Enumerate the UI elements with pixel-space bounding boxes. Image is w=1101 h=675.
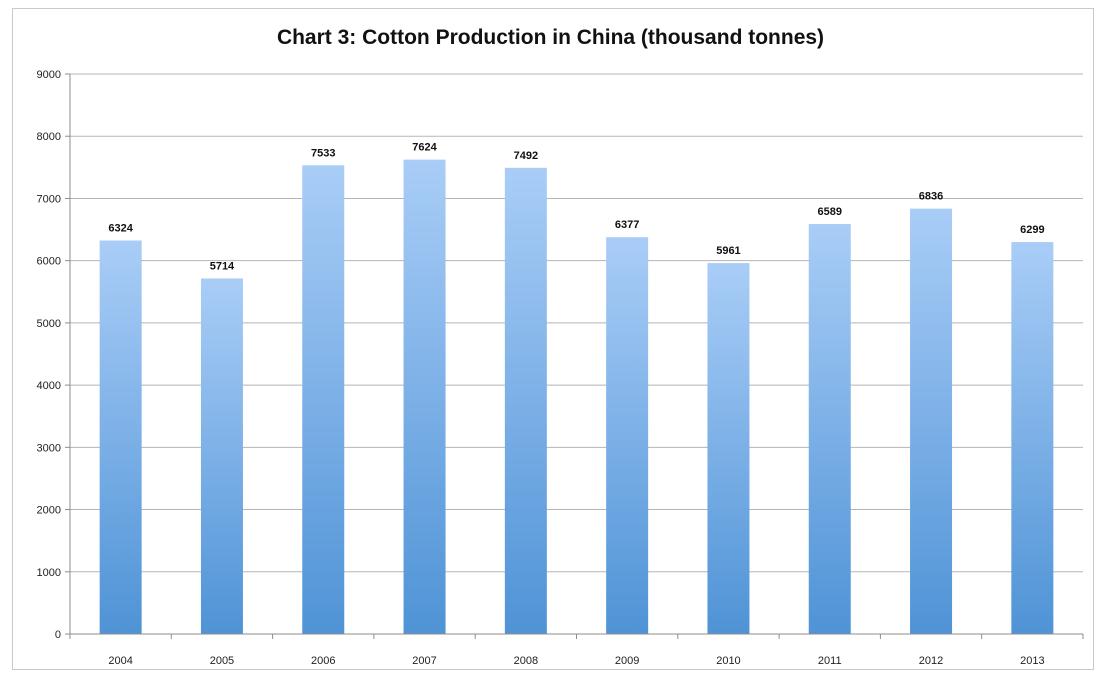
bar-2009 [606, 237, 649, 634]
y-tick-label: 3000 [37, 442, 61, 454]
x-tick-label: 2012 [919, 655, 943, 667]
data-labels: 6324 5714 7533 7624 7492 6377 5961 6589 6836 6299 [108, 142, 1044, 273]
data-label: 6299 [1020, 224, 1044, 236]
x-tick-label: 2010 [716, 655, 740, 667]
bar-2011 [808, 224, 851, 635]
y-tick-label: 4000 [37, 380, 61, 392]
data-label: 7533 [311, 147, 335, 159]
x-tick-label: 2008 [514, 655, 538, 667]
y-tick-label: 1000 [37, 567, 61, 579]
data-label: 7492 [514, 150, 538, 162]
bar-2008 [504, 167, 547, 634]
data-label: 6377 [615, 219, 639, 231]
data-label: 7624 [412, 142, 437, 154]
data-label: 5714 [210, 260, 235, 272]
bar-2004 [99, 240, 142, 635]
x-tick-label: 2004 [108, 655, 132, 667]
bar-2013 [1011, 242, 1054, 634]
data-label: 6836 [919, 191, 943, 203]
y-tick-label: 0 [55, 629, 61, 641]
data-label: 5961 [716, 245, 740, 257]
x-tick-label: 2007 [412, 655, 436, 667]
bar-2006 [302, 165, 345, 634]
data-label: 6589 [818, 206, 842, 218]
y-tick-label: 8000 [37, 131, 61, 143]
y-axis-tick-labels: 0 1000 2000 3000 4000 5000 6000 7000 8000 9000 [37, 69, 61, 641]
x-tick-label: 2011 [818, 655, 842, 667]
bar-2010 [707, 263, 750, 634]
bar-2012 [910, 208, 953, 634]
y-tick-label: 7000 [37, 193, 61, 205]
x-axis-tick-labels: 2004 2005 2006 2007 2008 2009 2010 2011 2012 2013 [108, 655, 1044, 667]
bar-2005 [200, 278, 243, 634]
x-tick-label: 2005 [210, 655, 234, 667]
axes [69, 74, 1083, 635]
y-tick-label: 2000 [37, 505, 61, 517]
bars [99, 159, 1054, 635]
x-tick-label: 2009 [615, 655, 639, 667]
y-tick-label: 5000 [37, 318, 61, 330]
y-tick-label: 9000 [37, 69, 61, 81]
bar-2007 [403, 159, 446, 634]
x-tick-label: 2013 [1020, 655, 1044, 667]
data-label: 6324 [108, 223, 133, 235]
x-tick-label: 2006 [311, 655, 335, 667]
chart-title: Chart 3: Cotton Production in China (tho… [276, 26, 825, 49]
y-tick-label: 6000 [37, 256, 61, 268]
